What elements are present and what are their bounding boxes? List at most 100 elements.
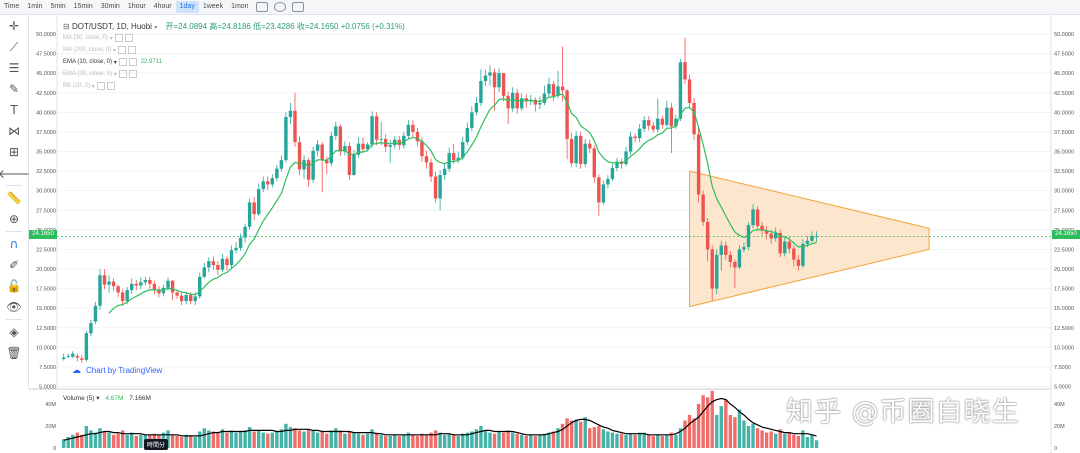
fib-lines-icon[interactable]: ☰: [8, 61, 20, 75]
indicator-ma30[interactable]: MA (30, close, 0) ▾: [63, 34, 133, 42]
symbol-title[interactable]: DOT/USDT, 1D, Huobi: [71, 22, 152, 31]
chevron-down-icon[interactable]: ▾: [154, 25, 158, 31]
candle-body: [275, 168, 279, 179]
settings-icon[interactable]: [114, 34, 123, 42]
eye-icon[interactable]: 👁: [6, 300, 22, 314]
tick-label: 15.0000: [36, 306, 56, 312]
trash-icon[interactable]: 🗑: [6, 346, 22, 360]
triangle-shape[interactable]: [689, 170, 930, 308]
crosshair-icon[interactable]: ✛: [8, 19, 20, 33]
candle-body: [148, 279, 152, 284]
volume-bar: [483, 430, 488, 448]
indicator-ema30[interactable]: EMA (30, close, 0) ▾: [63, 70, 137, 78]
volume-bar: [628, 433, 633, 448]
candle-body: [62, 357, 66, 360]
triangle-pattern[interactable]: [689, 170, 930, 308]
tick-label: 32.5000: [36, 169, 56, 175]
chevron-down-icon[interactable]: ▾: [112, 71, 117, 78]
zoom-in-icon[interactable]: ⊕: [8, 212, 20, 226]
symbol-legend: ⊟ DOT/USDT, 1D, Huobi ▾ 开=24.0894 高=24.8…: [63, 21, 405, 32]
settings-icon[interactable]: [118, 58, 127, 66]
collapse-icon[interactable]: ⊟: [63, 22, 70, 31]
last-price-label-right: 24.1650: [1052, 230, 1080, 239]
volume-bar: [247, 427, 252, 448]
candle-body: [737, 249, 742, 268]
trendline-icon[interactable]: ⟋: [9, 39, 19, 54]
candle-body: [588, 143, 592, 149]
volume-ma-line: [63, 397, 817, 441]
volume-ma-value: 7.166M: [129, 395, 151, 402]
indicators-icon[interactable]: [255, 2, 268, 12]
volume-bar: [66, 437, 70, 448]
candle-body: [329, 135, 333, 164]
candle-body: [343, 146, 347, 152]
timeframe-toolbar: Time 1min 5min 15min 30min 1hour 4hour 1…: [0, 0, 1080, 15]
fullscreen-icon[interactable]: [291, 2, 304, 12]
close-icon[interactable]: [128, 58, 137, 66]
candle-body: [216, 265, 220, 270]
tf-5min[interactable]: 5min: [50, 3, 66, 10]
brush-icon[interactable]: ✎: [8, 82, 20, 96]
chevron-down-icon[interactable]: ▾: [111, 47, 117, 54]
tf-1day[interactable]: 1day: [175, 1, 199, 13]
tradingview-branding[interactable]: ☁ Chart by TradingView: [72, 365, 162, 376]
close-icon[interactable]: [128, 70, 137, 78]
candle-body: [538, 102, 542, 105]
chevron-down-icon[interactable]: ▾: [112, 59, 117, 66]
close-icon[interactable]: [124, 34, 133, 42]
price-axis-right[interactable]: 5.0000 7.5000 10.0000 12.5000 15.0000 17.5000…: [1054, 32, 1074, 391]
candle-body: [397, 139, 401, 146]
settings-icon[interactable]: [118, 70, 127, 78]
candle-body: [742, 247, 746, 250]
tick-label: 47.5000: [36, 52, 56, 58]
candle-body: [415, 131, 420, 142]
measure-icon[interactable]: ⊞: [8, 145, 20, 159]
lock-icon[interactable]: 🔓: [6, 279, 22, 293]
magnet-icon[interactable]: ∩: [9, 237, 19, 251]
chevron-down-icon[interactable]: ▾: [96, 395, 100, 402]
indicator-ema10[interactable]: EMA (10, close, 0) ▾ 22.9711: [63, 58, 162, 66]
volume-bar: [284, 423, 288, 448]
candle-body: [501, 73, 506, 96]
tf-15min[interactable]: 15min: [73, 3, 93, 10]
ruler-icon[interactable]: 📏: [6, 191, 22, 205]
price-axis-left[interactable]: 5.0000 7.5000 10.0000 12.5000 15.0000 17.5000…: [36, 32, 56, 391]
volume-bar: [383, 435, 388, 448]
grid: [57, 33, 1051, 387]
chevron-down-icon[interactable]: ▾: [108, 35, 113, 42]
settings-icon[interactable]: [118, 46, 127, 54]
tf-1mon[interactable]: 1mon: [231, 3, 249, 10]
indicator-bb[interactable]: BB (20, 2) ▾: [63, 82, 115, 90]
volume-bar: [547, 432, 551, 448]
tf-30min[interactable]: 30min: [100, 3, 120, 10]
close-icon[interactable]: [128, 46, 137, 54]
layers-icon[interactable]: ◈: [9, 325, 19, 339]
close-icon[interactable]: [106, 82, 115, 90]
settings-icon[interactable]: [273, 2, 286, 12]
indicator-ma200[interactable]: MA (200, close, 0) ▾: [63, 46, 137, 54]
tf-1hour[interactable]: 1hour: [127, 3, 146, 10]
candle-body: [474, 102, 479, 113]
tf-4hour[interactable]: 4hour: [153, 3, 172, 10]
volume-bar: [98, 428, 102, 448]
candle-body: [452, 153, 456, 161]
candle-body: [687, 79, 692, 103]
volume-bar: [102, 431, 107, 448]
tf-1week[interactable]: 1week: [202, 3, 224, 10]
tf-time[interactable]: Time: [4, 3, 20, 10]
lock-drawing-icon[interactable]: ✐: [8, 258, 20, 272]
tf-1min[interactable]: 1min: [27, 3, 43, 10]
volume-bar: [751, 423, 755, 448]
volume-bar: [229, 430, 234, 448]
candle-body: [220, 258, 225, 270]
volume-bar: [84, 426, 89, 448]
volume-label[interactable]: Volume (5): [63, 395, 95, 402]
text-tool-icon[interactable]: T: [10, 103, 18, 117]
chevron-down-icon[interactable]: ▾: [90, 83, 95, 90]
back-arrow-icon[interactable]: 🡐: [0, 166, 31, 181]
tick-label: 42.5000: [1054, 91, 1074, 97]
drawing-toolbar: ✛ ⟋ ☰ ✎ T ⋈ ⊞ 🡐 📏 ⊕ ∩ ✐ 🔓 👁 ◈ 🗑: [0, 15, 31, 389]
pattern-tool-icon[interactable]: ⋈: [8, 124, 20, 138]
settings-icon[interactable]: [96, 82, 105, 90]
